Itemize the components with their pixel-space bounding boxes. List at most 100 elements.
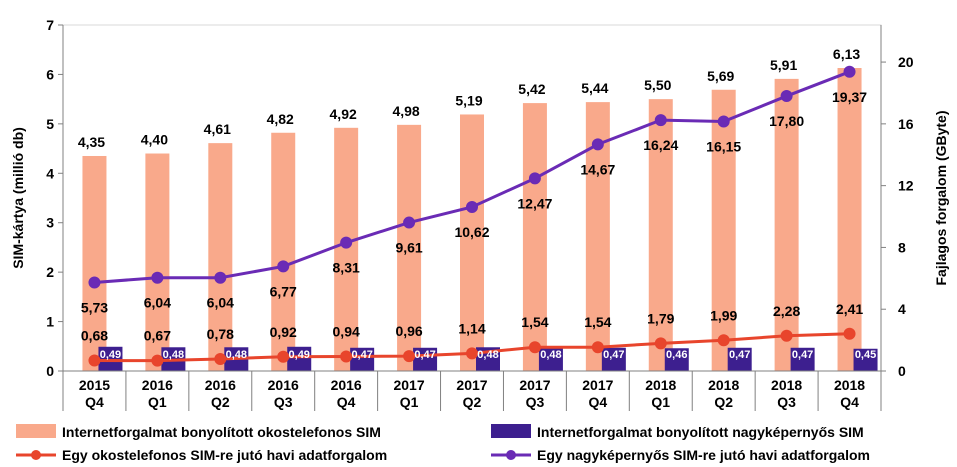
legend-label-smartphone-line: Egy okostelefonos SIM-re jutó havi adatf… (62, 447, 387, 463)
category-quarter-label: Q3 (526, 394, 545, 410)
point-smartphone (467, 348, 478, 359)
point-largescreen (844, 66, 855, 77)
category-quarter-label: Q4 (85, 394, 104, 410)
point-smartphone (278, 351, 289, 362)
label-line-largescreen: 6,04 (144, 295, 171, 311)
category-year-label: 2016 (205, 377, 236, 393)
left-tick-label: 3 (46, 215, 54, 231)
chart: 012345670481216202015Q42016Q12016Q22016Q… (0, 0, 957, 467)
point-largescreen (781, 91, 792, 102)
category-quarter-label: Q4 (840, 394, 859, 410)
label-line-largescreen: 19,37 (832, 89, 867, 105)
label-line-largescreen: 6,04 (207, 295, 234, 311)
category-year-label: 2017 (519, 377, 550, 393)
bar-smartphone (523, 103, 547, 371)
point-largescreen (278, 261, 289, 272)
category-year-label: 2018 (708, 377, 739, 393)
label-line-largescreen: 9,61 (395, 240, 422, 256)
label-line-largescreen: 12,47 (517, 195, 552, 211)
label-bar-smartphone: 5,91 (770, 57, 797, 73)
label-bar-smartphone: 5,44 (581, 80, 608, 96)
right-tick-label: 16 (898, 116, 914, 132)
label-bar-largescreen: 0,48 (226, 349, 247, 361)
label-bar-largescreen: 0,48 (163, 349, 184, 361)
label-line-largescreen: 6,77 (270, 283, 297, 299)
label-line-smartphone: 1,54 (584, 314, 611, 330)
label-line-largescreen: 17,80 (769, 113, 804, 129)
right-tick-label: 8 (898, 239, 906, 255)
label-line-smartphone: 0,92 (270, 324, 297, 340)
label-bar-largescreen: 0,49 (289, 349, 310, 361)
point-largescreen (718, 116, 729, 127)
label-line-largescreen: 14,67 (580, 161, 615, 177)
point-smartphone (404, 351, 415, 362)
label-line-smartphone: 1,99 (710, 307, 737, 323)
left-tick-label: 0 (46, 363, 54, 379)
label-line-smartphone: 2,41 (836, 301, 863, 317)
category-year-label: 2018 (771, 377, 802, 393)
right-tick-label: 12 (898, 178, 914, 194)
label-bar-smartphone: 5,42 (518, 81, 545, 97)
label-line-smartphone: 1,79 (647, 310, 674, 326)
category-quarter-label: Q1 (400, 394, 419, 410)
point-smartphone (89, 355, 100, 366)
category-year-label: 2017 (582, 377, 613, 393)
category-year-label: 2018 (645, 377, 676, 393)
legend-label-largescreen-line: Egy nagyképernyős SIM-re jutó havi adatf… (537, 447, 870, 463)
label-bar-smartphone: 4,35 (78, 134, 105, 150)
legend-label-smartphone-bar: Internetforgalmat bonyolított okostelefo… (62, 424, 381, 440)
category-year-label: 2015 (79, 377, 110, 393)
point-largescreen (592, 139, 603, 150)
right-tick-label: 0 (898, 363, 906, 379)
point-smartphone (341, 351, 352, 362)
category-quarter-label: Q1 (651, 394, 670, 410)
category-quarter-label: Q2 (211, 394, 230, 410)
point-largescreen (529, 173, 540, 184)
point-smartphone (718, 335, 729, 346)
left-tick-label: 5 (46, 116, 54, 132)
point-largescreen (89, 277, 100, 288)
bar-smartphone (838, 68, 862, 371)
point-largescreen (341, 237, 352, 248)
point-largescreen (215, 272, 226, 283)
label-bar-largescreen: 0,46 (666, 349, 687, 361)
right-tick-label: 20 (898, 54, 914, 70)
label-bar-largescreen: 0,47 (729, 349, 750, 361)
label-bar-largescreen: 0,47 (351, 349, 372, 361)
left-tick-label: 4 (46, 165, 54, 181)
legend-marker-smartphone-line (31, 450, 41, 460)
label-line-largescreen: 10,62 (454, 224, 489, 240)
label-bar-smartphone: 6,13 (833, 46, 860, 62)
category-year-label: 2017 (393, 377, 424, 393)
category-quarter-label: Q1 (148, 394, 167, 410)
point-largescreen (467, 201, 478, 212)
point-smartphone (529, 342, 540, 353)
label-bar-smartphone: 4,82 (267, 111, 294, 127)
label-line-smartphone: 2,28 (773, 303, 800, 319)
category-year-label: 2016 (331, 377, 362, 393)
category-quarter-label: Q2 (463, 394, 482, 410)
label-line-smartphone: 0,67 (144, 328, 171, 344)
left-tick-label: 7 (46, 17, 54, 33)
left-tick-label: 2 (46, 264, 54, 280)
label-bar-smartphone: 5,50 (644, 77, 671, 93)
left-tick-label: 6 (46, 66, 54, 82)
legend-swatch-smartphone-bar (16, 424, 56, 438)
category-quarter-label: Q4 (589, 394, 608, 410)
bar-smartphone (712, 90, 736, 371)
label-bar-largescreen: 0,45 (855, 349, 876, 361)
label-line-largescreen: 16,15 (706, 139, 741, 155)
right-axis-title: Fajlagos forgalom (GByte) (933, 110, 949, 285)
label-bar-smartphone: 5,69 (707, 68, 734, 84)
right-tick-label: 4 (898, 301, 906, 317)
legend-label-largescreen-bar: Internetforgalmat bonyolított nagyképern… (537, 424, 864, 440)
left-tick-label: 1 (46, 314, 54, 330)
label-bar-largescreen: 0,48 (540, 349, 561, 361)
label-bar-smartphone: 4,92 (330, 106, 357, 122)
category-quarter-label: Q4 (337, 394, 356, 410)
point-largescreen (152, 272, 163, 283)
point-smartphone (215, 353, 226, 364)
label-bar-largescreen: 0,47 (603, 349, 624, 361)
point-largescreen (655, 115, 666, 126)
point-smartphone (655, 338, 666, 349)
